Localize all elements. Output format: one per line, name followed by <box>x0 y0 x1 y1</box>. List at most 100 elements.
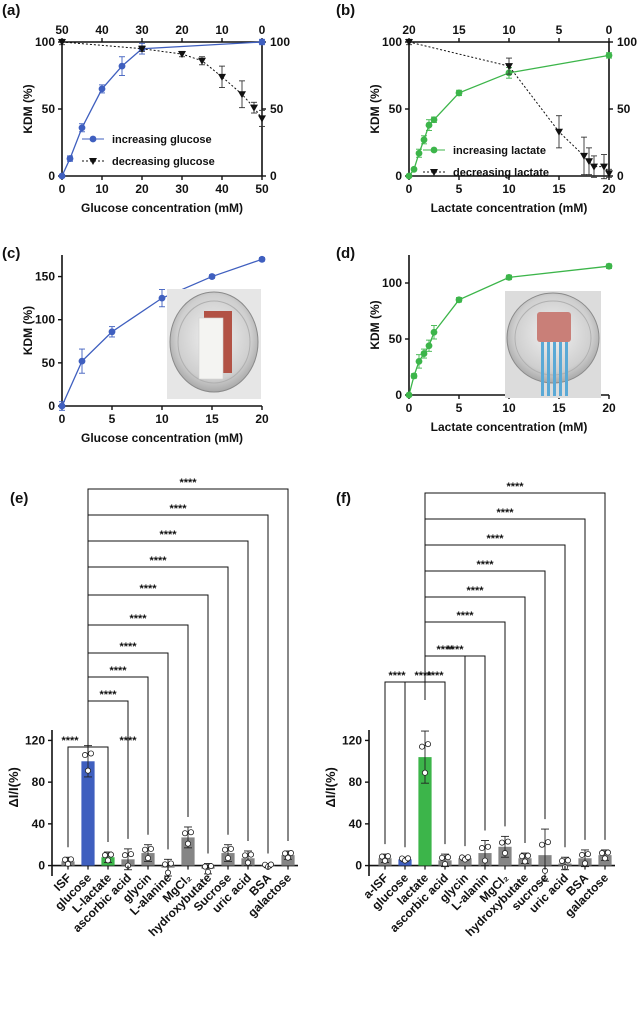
y-tick-label: 50 <box>389 332 403 346</box>
replicate-point <box>599 850 606 857</box>
replicate-point <box>141 846 148 853</box>
y-tick-label-right: 50 <box>617 102 631 116</box>
x-tick-label: 15 <box>552 401 566 415</box>
y-tick-label: 50 <box>389 102 403 116</box>
data-point <box>425 342 433 350</box>
x-tick-label: 0 <box>406 401 413 415</box>
replicate-point <box>201 863 208 870</box>
x-tick-label: 50 <box>255 182 269 196</box>
data-point <box>600 163 608 171</box>
data-point <box>605 170 613 178</box>
replicate-point <box>181 830 188 837</box>
data-point <box>580 152 588 160</box>
significance-label: **** <box>109 665 127 677</box>
panel-label: (a) <box>2 2 20 19</box>
data-point <box>405 172 413 180</box>
replicate-point <box>224 855 231 862</box>
y-tick-label: 0 <box>48 399 55 413</box>
y-tick-label-right: 100 <box>270 35 290 49</box>
data-point <box>505 274 513 281</box>
replicate-point <box>579 851 586 858</box>
y-tick-label: 0 <box>355 859 362 873</box>
significance-label: **** <box>129 613 147 625</box>
x-tick-label: 10 <box>502 182 516 196</box>
significance-bracket <box>424 492 606 840</box>
series-line <box>61 258 263 407</box>
replicate-point <box>381 857 388 864</box>
data-point <box>605 262 613 270</box>
x-tick-label-top: 10 <box>215 23 229 37</box>
replicate-point <box>484 843 491 850</box>
x-tick-label: 15 <box>205 412 219 426</box>
significance-label: **** <box>446 644 464 656</box>
significance-label: **** <box>476 559 494 571</box>
data-point <box>410 372 418 380</box>
panel-f: (f)04080120ΔI/I(%)a-ISFglucoselactateasc… <box>323 481 615 939</box>
legend-label: increasing lactate <box>453 145 546 157</box>
replicate-point <box>244 859 251 866</box>
y-tick-label: 0 <box>48 169 55 183</box>
x-tick-label-top: 5 <box>556 23 563 37</box>
y-tick-label: 0 <box>395 388 402 402</box>
significance-label: **** <box>496 507 514 519</box>
data-point <box>178 51 186 59</box>
significance-label: **** <box>506 481 524 493</box>
significance-bracket <box>424 544 566 848</box>
y-tick-label: 80 <box>32 775 46 789</box>
electrode-line <box>565 342 568 396</box>
significance-label: **** <box>436 644 454 656</box>
data-point <box>118 62 126 70</box>
x-axis-title: Lactate concentration (mM) <box>431 201 588 215</box>
bar <box>81 761 95 866</box>
y-tick-label-right: 0 <box>270 169 277 183</box>
petri-dish-rim <box>177 300 251 384</box>
bar <box>418 757 432 866</box>
panel-label: (f) <box>336 490 351 507</box>
data-point <box>420 136 428 144</box>
x-tick-label-top: 0 <box>606 23 613 37</box>
replicate-point <box>85 767 92 774</box>
replicate-point <box>602 855 609 862</box>
legend-marker <box>89 158 97 165</box>
replicate-point <box>481 857 488 864</box>
significance-label: **** <box>149 555 167 567</box>
replicate-point <box>565 857 572 864</box>
significance-label: **** <box>486 533 504 545</box>
significance-label: **** <box>388 670 406 682</box>
replicate-point <box>221 846 228 853</box>
replicate-point <box>68 856 75 863</box>
x-tick-label: 10 <box>155 412 169 426</box>
significance-bracket <box>424 596 526 844</box>
panel-label: (d) <box>336 245 355 262</box>
x-tick-label-top: 30 <box>135 23 149 37</box>
x-tick-label-top: 50 <box>55 23 69 37</box>
data-point <box>78 357 86 365</box>
x-tick-label: 0 <box>59 182 66 196</box>
sensor-pad <box>537 312 571 342</box>
y-tick-label: 40 <box>349 817 363 831</box>
replicate-point <box>88 750 95 757</box>
data-point <box>605 52 613 59</box>
significance-label: **** <box>426 670 444 682</box>
significance-label: **** <box>99 689 117 701</box>
data-point <box>415 358 423 365</box>
y-tick-label: 100 <box>35 35 55 49</box>
significance-bracket <box>87 624 189 817</box>
panel-c: (c) 0 5 10 15 20 0 50 100 150 Glucose concentratio… <box>2 245 269 445</box>
electrode-line <box>541 342 544 396</box>
electrode-line <box>547 342 550 396</box>
x-tick-label-top: 40 <box>95 23 109 37</box>
legend-label: decreasing lactate <box>453 167 549 179</box>
replicate-point <box>444 854 451 861</box>
y-tick-label: 0 <box>38 859 45 873</box>
legend-label: decreasing glucose <box>112 156 215 168</box>
replicate-point <box>378 853 385 860</box>
replicate-point <box>105 857 112 864</box>
y-axis-title: ΔI/I(%) <box>6 767 21 807</box>
data-point <box>430 116 438 124</box>
y-tick-label: 0 <box>395 169 402 183</box>
x-axis-title: Glucose concentration (mM) <box>81 431 243 445</box>
